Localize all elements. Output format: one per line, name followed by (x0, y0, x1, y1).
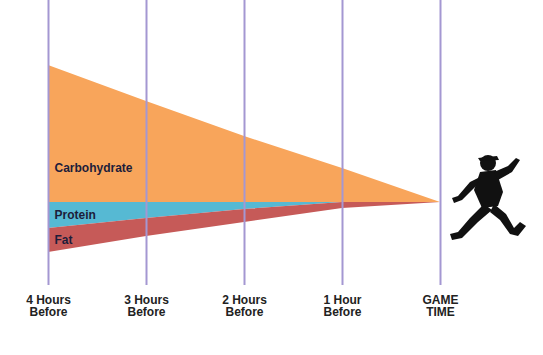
svg-text:Protein: Protein (55, 208, 96, 222)
svg-text:2 HoursBefore: 2 HoursBefore (222, 293, 267, 319)
svg-text:Carbohydrate: Carbohydrate (55, 161, 133, 175)
svg-text:4 HoursBefore: 4 HoursBefore (26, 293, 71, 319)
svg-text:GAMETIME: GAMETIME (423, 293, 459, 319)
svg-text:1 HourBefore: 1 HourBefore (323, 293, 361, 319)
svg-text:3 HoursBefore: 3 HoursBefore (124, 293, 169, 319)
svg-text:Fat: Fat (55, 233, 73, 247)
